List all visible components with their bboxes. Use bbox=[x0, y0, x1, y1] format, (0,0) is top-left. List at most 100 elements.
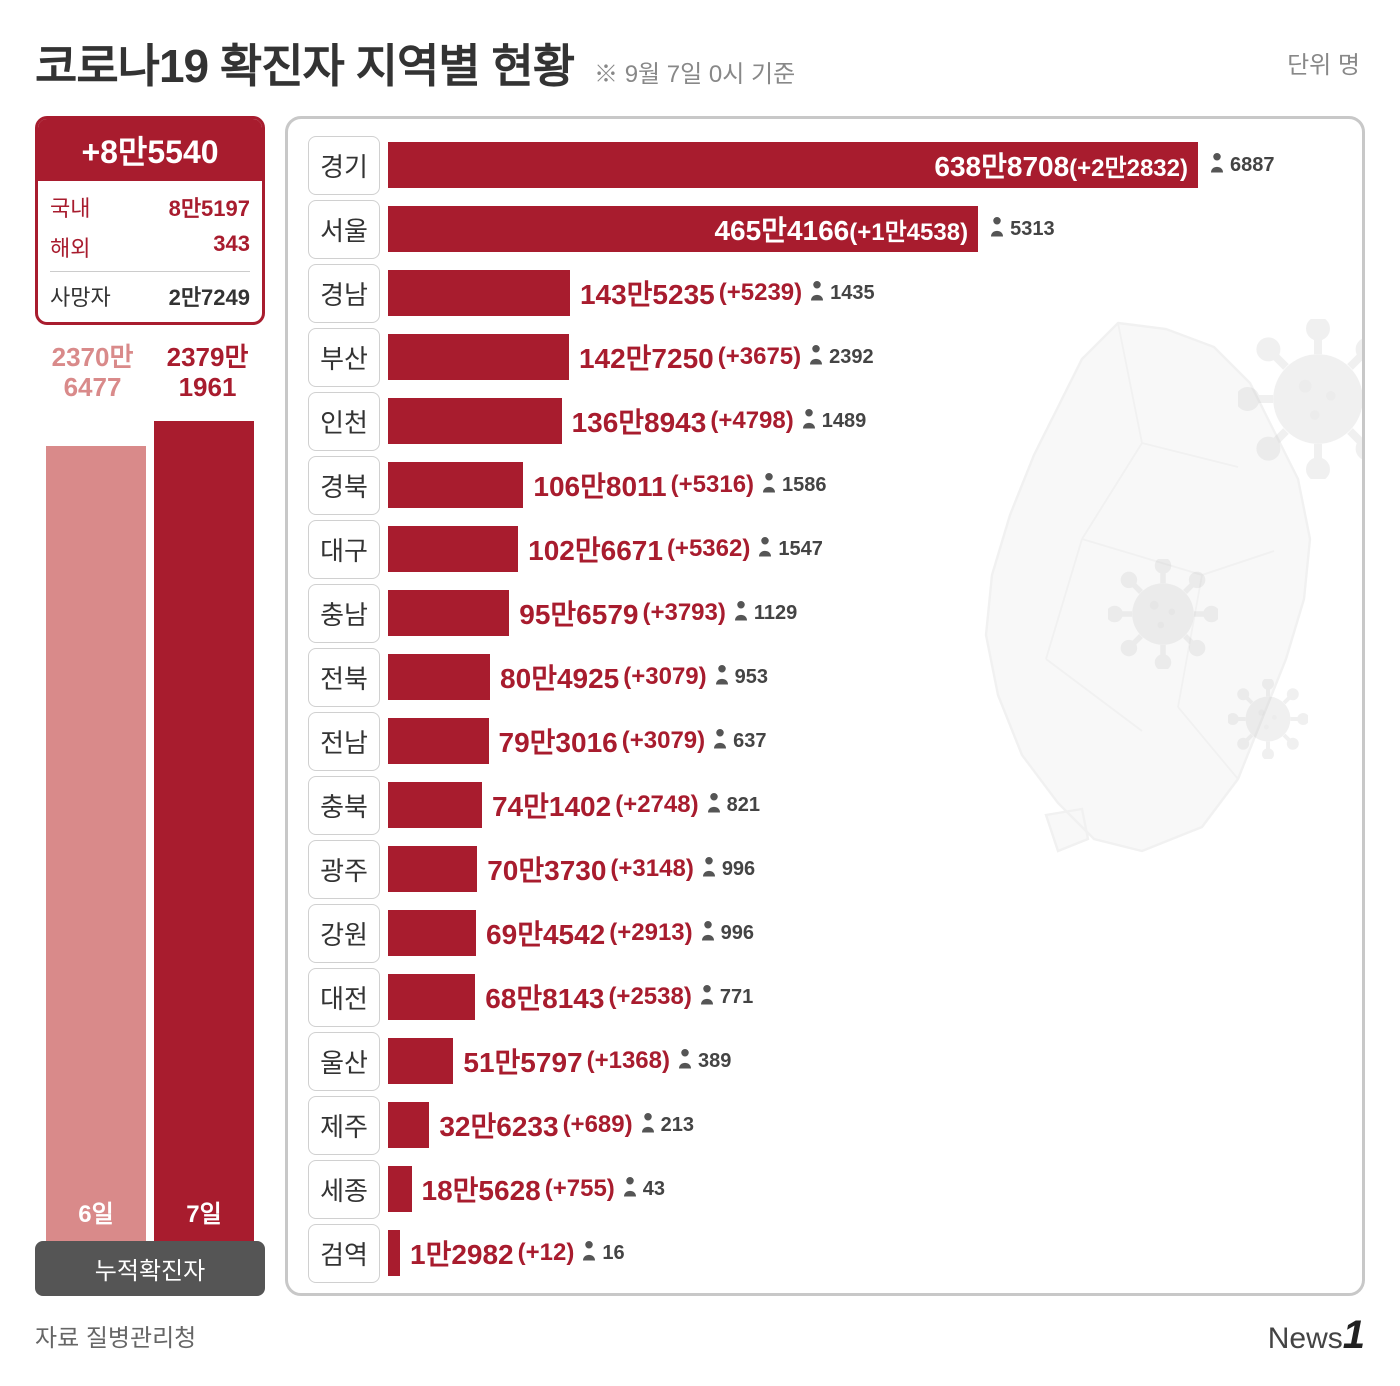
cumul-bar-curr: 7일 bbox=[154, 421, 254, 1241]
region-bar bbox=[388, 1102, 429, 1148]
region-delta: (+2538) bbox=[608, 983, 691, 1011]
region-delta: (+2748) bbox=[615, 791, 698, 819]
region-bar bbox=[388, 462, 523, 508]
region-bar bbox=[388, 1166, 412, 1212]
region-total: 74만1402(+2748) bbox=[492, 785, 699, 825]
region-delta: (+3675) bbox=[718, 343, 801, 371]
deaths-value: 996 bbox=[722, 858, 755, 881]
region-delta: (+5362) bbox=[667, 535, 750, 563]
cumul-prev-day: 6일 bbox=[46, 1182, 146, 1241]
person-icon bbox=[732, 599, 750, 627]
region-row: 서울 465만4166(+1만4538) 5313 bbox=[308, 201, 1342, 257]
cumul-curr-label: 2379만 1961 bbox=[167, 343, 249, 403]
cumul-curr-line1: 2379만 bbox=[167, 343, 249, 373]
deaths-value: 996 bbox=[721, 922, 754, 945]
deaths-badge: 389 bbox=[676, 1047, 731, 1075]
region-delta: (+3793) bbox=[642, 599, 725, 627]
region-delta: (+3148) bbox=[610, 855, 693, 883]
region-row: 경기 638만8708(+2만2832) 6887 bbox=[308, 137, 1342, 193]
cumul-prev-line1: 2370만 bbox=[52, 343, 134, 373]
bar-area: 32만6233(+689) 213 bbox=[388, 1102, 1342, 1148]
region-bar bbox=[388, 590, 509, 636]
summary-row: 국내8만5197 bbox=[50, 187, 250, 227]
region-row: 대전 68만8143(+2538) 771 bbox=[308, 969, 1342, 1025]
region-bar bbox=[388, 1038, 453, 1084]
deaths-value: 1489 bbox=[822, 410, 867, 433]
bar-area: 638만8708(+2만2832) 6887 bbox=[388, 142, 1342, 188]
region-label: 검역 bbox=[308, 1224, 380, 1283]
region-delta: (+755) bbox=[545, 1175, 615, 1203]
deaths-badge: 771 bbox=[698, 983, 753, 1011]
person-icon bbox=[988, 215, 1006, 243]
person-icon bbox=[1208, 151, 1226, 179]
deaths-value: 389 bbox=[698, 1050, 731, 1073]
deaths-badge: 43 bbox=[621, 1175, 665, 1203]
deaths-value: 5313 bbox=[1010, 218, 1055, 241]
region-delta: (+3079) bbox=[622, 727, 705, 755]
logo-accent: 1 bbox=[1343, 1313, 1365, 1357]
region-row: 경북 106만8011(+5316) 1586 bbox=[308, 457, 1342, 513]
bar-area: 68만8143(+2538) 771 bbox=[388, 974, 1342, 1020]
region-total: 136만8943(+4798) bbox=[572, 401, 794, 441]
summary-value: 2만7249 bbox=[169, 280, 250, 312]
summary-label: 사망자 bbox=[50, 280, 111, 312]
region-total: 18만5628(+755) bbox=[422, 1169, 615, 1209]
bar-area: 51만5797(+1368) 389 bbox=[388, 1038, 1342, 1084]
bar-area: 106만8011(+5316) 1586 bbox=[388, 462, 1342, 508]
cumul-prev-line2: 6477 bbox=[52, 373, 134, 403]
region-total: 95만6579(+3793) bbox=[519, 593, 726, 633]
region-bar bbox=[388, 910, 476, 956]
region-total: 70만3730(+3148) bbox=[487, 849, 694, 889]
person-icon bbox=[700, 855, 718, 883]
deaths-badge: 1489 bbox=[800, 407, 867, 435]
region-label: 세종 bbox=[308, 1160, 380, 1219]
region-total: 80만4925(+3079) bbox=[500, 657, 707, 697]
region-delta: (+1368) bbox=[587, 1047, 670, 1075]
region-bar bbox=[388, 1230, 400, 1276]
region-label: 제주 bbox=[308, 1096, 380, 1155]
logo-text: News bbox=[1268, 1322, 1343, 1355]
region-total: 143만5235(+5239) bbox=[580, 273, 802, 313]
region-delta: (+1만4538) bbox=[849, 219, 968, 246]
person-icon bbox=[800, 407, 818, 435]
region-row: 전북 80만4925(+3079) 953 bbox=[308, 649, 1342, 705]
cumul-prev-label: 2370만 6477 bbox=[52, 343, 134, 403]
bar-area: 80만4925(+3079) 953 bbox=[388, 654, 1342, 700]
news1-logo: News1 bbox=[1268, 1313, 1365, 1358]
region-row: 대구 102만6671(+5362) 1547 bbox=[308, 521, 1342, 577]
region-delta: (+5316) bbox=[671, 471, 754, 499]
subtitle: ※ 9월 7일 0시 기준 bbox=[594, 54, 795, 89]
deaths-badge: 6887 bbox=[1208, 151, 1275, 179]
deaths-badge: 5313 bbox=[988, 215, 1055, 243]
deaths-badge: 213 bbox=[639, 1111, 694, 1139]
region-row: 전남 79만3016(+3079) 637 bbox=[308, 713, 1342, 769]
bar-area: 136만8943(+4798) 1489 bbox=[388, 398, 1342, 444]
person-icon bbox=[760, 471, 778, 499]
region-label: 서울 bbox=[308, 200, 380, 259]
summary-value: 343 bbox=[213, 231, 250, 263]
deaths-value: 771 bbox=[720, 986, 753, 1009]
deaths-badge: 1435 bbox=[808, 279, 875, 307]
summary-headline: +8만5540 bbox=[38, 119, 262, 181]
person-icon bbox=[713, 663, 731, 691]
region-delta: (+3079) bbox=[623, 663, 706, 691]
summary-box: +8만5540 국내8만5197해외343사망자2만7249 bbox=[35, 116, 265, 325]
deaths-value: 1435 bbox=[830, 282, 875, 305]
left-panel: +8만5540 국내8만5197해외343사망자2만7249 2370만 647… bbox=[35, 116, 265, 1296]
region-label: 부산 bbox=[308, 328, 380, 387]
region-total: 102만6671(+5362) bbox=[528, 529, 750, 569]
cumulative-block: 2370만 6477 2379만 1961 6일 bbox=[35, 343, 265, 1296]
deaths-value: 2392 bbox=[829, 346, 874, 369]
region-label: 강원 bbox=[308, 904, 380, 963]
region-total: 142만7250(+3675) bbox=[579, 337, 801, 377]
region-bar: 465만4166(+1만4538) bbox=[388, 206, 978, 252]
region-label: 충북 bbox=[308, 776, 380, 835]
unit-label: 단위 명 bbox=[1287, 45, 1360, 80]
region-delta: (+12) bbox=[518, 1239, 575, 1267]
deaths-value: 821 bbox=[727, 794, 760, 817]
region-bar bbox=[388, 398, 562, 444]
deaths-badge: 953 bbox=[713, 663, 768, 691]
region-bar bbox=[388, 526, 518, 572]
region-label: 경남 bbox=[308, 264, 380, 323]
region-bar bbox=[388, 846, 477, 892]
